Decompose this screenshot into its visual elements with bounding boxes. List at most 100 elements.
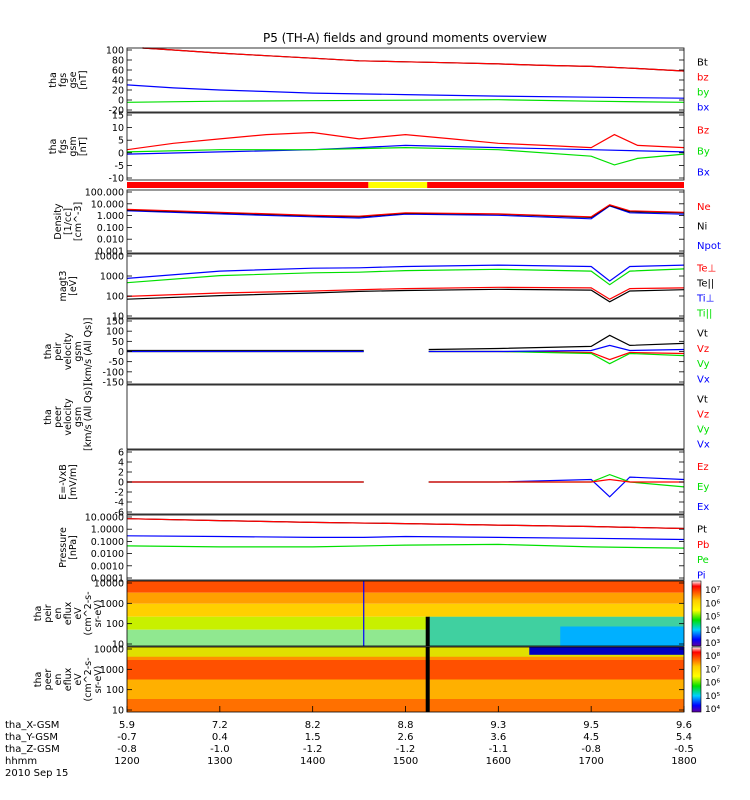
fill-gap bbox=[425, 647, 430, 712]
x-tick-label: 1.5 bbox=[305, 732, 321, 743]
colorbar-tick-label: 10⁷ bbox=[705, 665, 720, 675]
legend-entry: Vy bbox=[697, 425, 710, 436]
y-axis-label-line: sr-eV) bbox=[93, 600, 104, 628]
y-axis-label: thapeirenefluxeV(cm^2-s-sr-eV) bbox=[33, 592, 104, 636]
panel-frame bbox=[126, 47, 685, 113]
y-tick-label: -4 bbox=[115, 498, 124, 509]
colorbar-tick-label: 10⁷ bbox=[705, 586, 720, 596]
series-line bbox=[126, 131, 685, 151]
series-line bbox=[142, 47, 685, 72]
y-axis-label-line: (cm^2-s- bbox=[83, 658, 94, 702]
chart-title: P5 (TH-A) fields and ground moments over… bbox=[263, 31, 547, 45]
y-axis-label-line: peer bbox=[53, 406, 64, 428]
x-tick-label: 1700 bbox=[578, 756, 603, 767]
colorbar-tick-label: 10⁶ bbox=[705, 679, 720, 689]
y-tick-label: 1.000 bbox=[97, 211, 124, 222]
spectrogram bbox=[127, 647, 684, 712]
y-axis-label-line: eV bbox=[73, 673, 84, 686]
series-line bbox=[126, 543, 685, 549]
y-tick-label: 20 bbox=[112, 86, 124, 97]
y-tick-label: -100 bbox=[102, 367, 124, 378]
y-axis-label-line: peir bbox=[53, 342, 64, 361]
x-tick-label: 8.2 bbox=[305, 720, 321, 731]
x-tick-label: 8.8 bbox=[398, 720, 414, 731]
series-line bbox=[127, 476, 685, 498]
y-tick-label: 10 bbox=[112, 640, 124, 651]
x-tick-label: -1.2 bbox=[303, 744, 323, 755]
spectrogram-band bbox=[127, 679, 684, 699]
y-tick-label: 1000 bbox=[100, 272, 124, 283]
spectrogram bbox=[127, 581, 684, 646]
spectrogram-band bbox=[529, 647, 684, 655]
x-tick-label: -1.1 bbox=[489, 744, 509, 755]
y-axis-label-line: fgs bbox=[58, 139, 69, 153]
y-tick-label: -10 bbox=[108, 174, 124, 185]
legend-entry: Vz bbox=[697, 410, 709, 421]
x-tick-label: 9.6 bbox=[676, 720, 692, 731]
y-axis-label-line: [1/cc] bbox=[63, 208, 74, 235]
x-tick-label: 9.5 bbox=[583, 720, 599, 731]
legend-entry: Vx bbox=[697, 374, 710, 385]
spectrogram-band bbox=[127, 647, 684, 657]
y-tick-label: 1000 bbox=[100, 599, 124, 610]
y-tick-label: 5 bbox=[118, 136, 124, 147]
y-tick-label: 150 bbox=[106, 317, 124, 328]
y-tick-label: 0.001 bbox=[97, 247, 124, 258]
series-line bbox=[142, 47, 685, 72]
y-tick-label: 15 bbox=[112, 111, 124, 122]
y-tick-label: 100 bbox=[106, 46, 124, 57]
y-axis-label-line: en bbox=[53, 674, 64, 686]
y-tick-label: 60 bbox=[112, 66, 124, 77]
y-axis-label-line: fgs bbox=[58, 73, 69, 87]
y-axis-label-line: Density bbox=[53, 203, 64, 239]
y-tick-label: 0 bbox=[118, 148, 124, 159]
y-tick-label: 2 bbox=[118, 468, 124, 479]
y-axis-label-line: [nT] bbox=[78, 70, 89, 89]
x-tick-label: 5.9 bbox=[119, 720, 135, 731]
y-axis-label-line: [km/s (All Qs)] bbox=[83, 383, 94, 451]
y-tick-label: 100 bbox=[106, 685, 124, 696]
y-axis-label: Pressure[nPa] bbox=[58, 527, 79, 568]
legend-entry: Vz bbox=[697, 344, 709, 355]
y-tick-label: 0.0001 bbox=[91, 574, 124, 585]
x-tick-label: 1600 bbox=[486, 756, 511, 767]
x-tick-label: 9.3 bbox=[490, 720, 506, 731]
panel-temperature: Te⊥ Te|| Ti⊥ Ti|| 10000 1000 100 10 magt3[eV] bbox=[58, 252, 716, 323]
panel-peir_spec: 10⁷ 10⁶ 10⁵ 10⁴ 10³ 10000 1000 100 10 thapeirenef… bbox=[33, 579, 720, 651]
series-line bbox=[127, 350, 685, 365]
y-axis-label: thapeirvelocitygsm[km/s (All Qs)] bbox=[43, 318, 94, 386]
mode-bar bbox=[127, 182, 684, 188]
y-axis-label-line: tha bbox=[33, 672, 44, 688]
y-tick-label: 10.0000 bbox=[85, 513, 124, 524]
y-tick-label: 1.0000 bbox=[91, 525, 124, 536]
y-axis-label-line: tha bbox=[43, 409, 54, 425]
x-tick-label: 5.4 bbox=[676, 732, 692, 743]
colorbar-tick-label: 10⁴ bbox=[705, 705, 720, 715]
x-row-label: tha_X-GSM bbox=[5, 720, 59, 731]
series-line bbox=[127, 344, 685, 353]
y-axis-label-line: eV bbox=[73, 607, 84, 620]
series-line bbox=[126, 288, 685, 303]
colorbar-tick-label: 10⁸ bbox=[705, 652, 720, 662]
legend-entry: Te⊥ bbox=[696, 264, 716, 275]
legend-entry: Ez bbox=[697, 462, 709, 473]
y-tick-label: 6 bbox=[118, 448, 124, 459]
legend-entry: By bbox=[697, 147, 710, 158]
y-tick-label: 100.000 bbox=[85, 188, 124, 199]
legend-entry: Bz bbox=[697, 126, 709, 137]
legend-entry: Npot bbox=[697, 241, 721, 252]
y-axis-label-line: tha bbox=[48, 72, 59, 88]
x-tick-label: 2.6 bbox=[398, 732, 414, 743]
y-axis-label-line: magt3 bbox=[58, 271, 69, 302]
spectrogram-band bbox=[560, 626, 684, 646]
series-line bbox=[126, 268, 685, 286]
series-line bbox=[126, 84, 685, 99]
y-tick-label: 80 bbox=[112, 56, 124, 67]
series-line bbox=[126, 286, 685, 300]
spectrogram-band bbox=[127, 699, 684, 712]
spectrogram-band bbox=[127, 581, 684, 593]
